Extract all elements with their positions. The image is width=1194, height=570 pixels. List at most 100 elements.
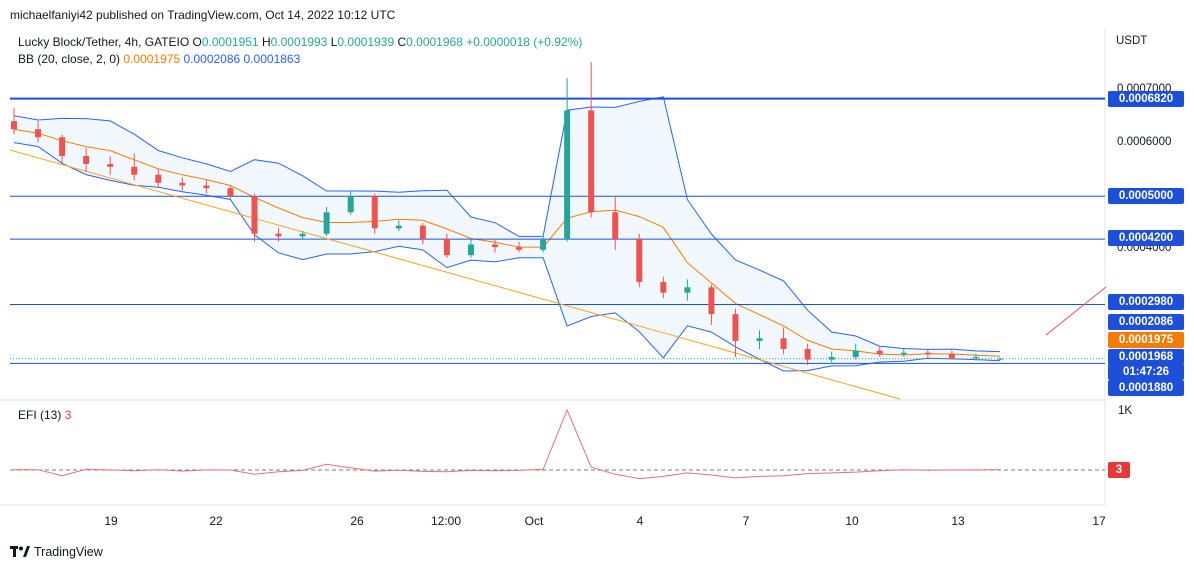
candle-body bbox=[972, 357, 979, 359]
bb-upper-line bbox=[13, 96, 1001, 353]
time-tick: 12:00 bbox=[430, 514, 462, 528]
publisher-line: michaelfaniyi42 published on TradingView… bbox=[10, 8, 396, 22]
bb-band-fill bbox=[14, 96, 1000, 372]
time-tick: 22 bbox=[209, 514, 223, 528]
candle-body bbox=[924, 352, 931, 355]
ohlc-open: 0.0001951 bbox=[201, 35, 259, 49]
candle-body bbox=[467, 244, 474, 256]
candle-body bbox=[756, 338, 763, 341]
brand-label: TradingView bbox=[34, 545, 103, 559]
bb-legend[interactable]: BB (20, close, 2, 0) 0.0001975 0.0002086… bbox=[18, 52, 300, 66]
bb-basis-line bbox=[13, 128, 1001, 357]
candle-body bbox=[828, 357, 835, 360]
ohlc-close: 0.0001968 bbox=[406, 35, 463, 49]
ohlc-high-label: H bbox=[261, 35, 271, 49]
efi-line bbox=[13, 408, 1001, 480]
candle-body bbox=[131, 166, 138, 175]
efi-legend[interactable]: EFI (13) 3 bbox=[18, 408, 71, 422]
candle-body bbox=[35, 129, 42, 138]
bb-basis-value: 0.0001975 bbox=[123, 52, 181, 66]
time-tick: 19 bbox=[104, 514, 118, 528]
candle-body bbox=[83, 156, 90, 165]
descending-trendline bbox=[9, 149, 901, 400]
efi-axis-tick: 1K bbox=[1118, 405, 1133, 417]
ascending-trendline bbox=[1045, 286, 1107, 336]
price-tick: 0.0006000 bbox=[1117, 136, 1172, 148]
bb-lower-value: 0.0001863 bbox=[243, 52, 301, 66]
candle-body bbox=[732, 314, 739, 341]
efi-indicator bbox=[10, 408, 1105, 480]
candle-body bbox=[275, 233, 282, 237]
ohlc-close-label: C bbox=[397, 35, 407, 49]
bb-lower-line bbox=[13, 142, 1001, 372]
price-tag-level[interactable]: 0.0002980 bbox=[1108, 294, 1184, 310]
candle-body bbox=[588, 110, 595, 213]
efi-label: EFI (13) bbox=[18, 408, 62, 422]
ohlc-low-label: L bbox=[330, 35, 338, 49]
candle-body bbox=[948, 354, 955, 359]
candle-body bbox=[299, 233, 306, 237]
price-tag-level[interactable]: 0.0001880 bbox=[1108, 380, 1184, 396]
candle-body bbox=[636, 239, 643, 282]
price-tag-level[interactable]: 0.0006820 bbox=[1108, 91, 1184, 107]
ohlc-open-label: O bbox=[192, 35, 202, 49]
candle-body bbox=[179, 182, 186, 186]
candle-body bbox=[323, 212, 330, 234]
symbol-legend: Lucky Block/Tether, 4h, GATEIO O0.000195… bbox=[18, 35, 582, 49]
candle-body bbox=[876, 350, 883, 355]
candle-body bbox=[203, 185, 210, 189]
candle-body bbox=[660, 281, 667, 293]
bb-upper-value: 0.0002086 bbox=[183, 52, 241, 66]
candle-body bbox=[11, 121, 17, 130]
candle-body bbox=[347, 196, 354, 213]
currency-label: USDT bbox=[1116, 35, 1148, 47]
tradingview-logo-icon bbox=[10, 546, 30, 557]
trendlines bbox=[9, 149, 1107, 400]
price-tag-countdown: 01:47:26 bbox=[1108, 364, 1184, 380]
candle-body bbox=[419, 225, 426, 240]
time-tick: 4 bbox=[636, 514, 644, 528]
time-tick: 10 bbox=[845, 514, 859, 528]
candle-body bbox=[804, 348, 811, 360]
price-tag-bb-basis: 0.0001975 bbox=[1108, 332, 1184, 348]
time-tick: 7 bbox=[742, 514, 750, 528]
price-tag-level[interactable]: 0.0005000 bbox=[1108, 188, 1184, 204]
efi-value: 3 bbox=[64, 408, 72, 422]
candle-body bbox=[59, 137, 66, 156]
candle-body bbox=[155, 174, 162, 183]
candle-body bbox=[997, 358, 1003, 360]
ohlc-high: 0.0001993 bbox=[270, 35, 328, 49]
candle-body bbox=[900, 352, 907, 355]
candle-body bbox=[708, 287, 715, 315]
time-tick: 17 bbox=[1092, 514, 1106, 528]
symbol-title[interactable]: Lucky Block/Tether, 4h, GATEIO bbox=[18, 35, 190, 49]
price-tag-level[interactable]: 0.0004200 bbox=[1108, 230, 1184, 246]
candle-body bbox=[540, 239, 547, 250]
time-tick: 26 bbox=[350, 514, 364, 528]
efi-tag: 3 bbox=[1108, 462, 1130, 478]
candle-body bbox=[852, 350, 859, 357]
horizontal-levels bbox=[10, 97, 1105, 364]
candle-body bbox=[684, 287, 691, 293]
candle-body bbox=[107, 164, 114, 167]
candle-body bbox=[780, 338, 787, 349]
price-tag-bb-upper: 0.0002086 bbox=[1108, 314, 1184, 330]
candle-body bbox=[371, 196, 378, 229]
candlesticks bbox=[11, 62, 1003, 366]
candle-body bbox=[251, 196, 258, 234]
bollinger-bands bbox=[13, 96, 1001, 372]
grid bbox=[0, 28, 1106, 506]
ohlc-change: +0.0000018 (+0.92%) bbox=[466, 35, 583, 49]
ohlc-low: 0.0001939 bbox=[337, 35, 395, 49]
time-tick: 13 bbox=[951, 514, 965, 528]
candle-body bbox=[612, 212, 619, 240]
candle-body bbox=[395, 225, 402, 229]
tradingview-logo[interactable]: TradingView bbox=[10, 545, 103, 559]
candle-body bbox=[491, 244, 498, 248]
price-tag-last: 0.0001968 bbox=[1108, 349, 1184, 365]
time-tick: Oct bbox=[524, 514, 544, 528]
candle-body bbox=[516, 247, 523, 250]
candle-body bbox=[227, 188, 234, 197]
bb-label: BB (20, close, 2, 0) bbox=[18, 52, 121, 66]
